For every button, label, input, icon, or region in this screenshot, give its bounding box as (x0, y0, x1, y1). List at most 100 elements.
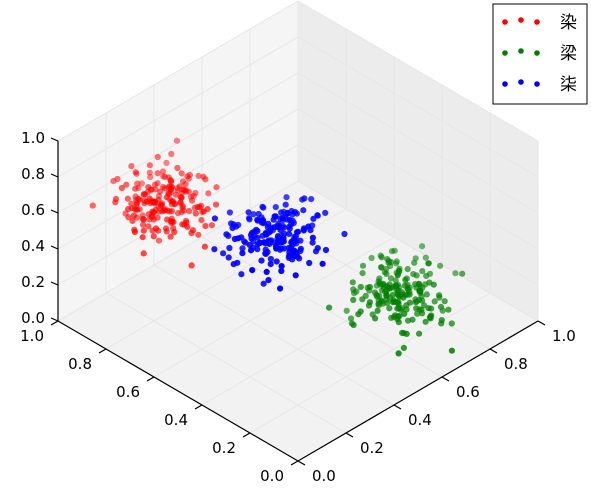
data-point-2 (261, 239, 268, 246)
data-point-1 (419, 243, 426, 250)
data-point-1 (436, 292, 443, 299)
data-point-2 (267, 255, 274, 263)
data-point-2 (239, 245, 246, 252)
data-point-2 (341, 230, 348, 238)
data-point-0 (154, 214, 161, 221)
data-point-0 (178, 170, 185, 177)
data-point-1 (383, 270, 390, 277)
data-point-0 (201, 243, 208, 250)
data-point-1 (350, 296, 357, 303)
data-point-0 (202, 222, 209, 230)
data-points (89, 137, 466, 357)
data-point-1 (389, 291, 396, 298)
data-point-1 (422, 318, 429, 325)
grid-line (201, 236, 443, 378)
data-point-1 (404, 266, 411, 273)
z-tick (50, 173, 59, 178)
z-tick-label: 0.0 (21, 309, 45, 327)
data-point-0 (162, 206, 169, 213)
data-point-1 (392, 277, 399, 284)
grid-line (249, 292, 491, 434)
data-point-0 (179, 221, 186, 228)
data-point-1 (425, 305, 432, 312)
data-point-0 (189, 197, 196, 204)
data-point-0 (174, 164, 181, 172)
data-point-0 (168, 150, 175, 158)
data-point-1 (445, 306, 452, 313)
data-point-0 (163, 228, 170, 235)
data-point-2 (293, 253, 300, 260)
legend-marker-0c (534, 19, 540, 25)
y-tick-label: 0.2 (212, 439, 236, 457)
data-point-1 (386, 305, 393, 312)
data-point-1 (393, 260, 400, 267)
data-point-1 (395, 304, 402, 312)
data-point-0 (165, 174, 172, 181)
back-right-pane (298, 1, 538, 321)
data-point-0 (114, 175, 121, 183)
z-tick (50, 281, 59, 286)
data-point-2 (248, 235, 255, 242)
grid-line (57, 180, 299, 322)
data-point-0 (112, 195, 120, 203)
legend-box (492, 3, 588, 105)
data-point-2 (270, 216, 277, 223)
data-point-2 (225, 254, 232, 261)
x-tick-label: 1.0 (552, 327, 576, 345)
data-point-2 (277, 227, 284, 234)
data-point-0 (168, 208, 175, 215)
data-point-2 (278, 267, 285, 275)
data-point-2 (278, 263, 285, 270)
data-point-2 (211, 215, 218, 222)
data-point-2 (281, 245, 288, 252)
x-tick-label: 0.4 (408, 411, 432, 429)
data-point-1 (431, 298, 438, 305)
data-point-0 (179, 203, 186, 210)
data-point-1 (392, 312, 399, 319)
data-point-0 (184, 223, 191, 230)
data-point-1 (406, 299, 414, 306)
data-point-0 (138, 180, 145, 187)
data-point-1 (448, 347, 455, 354)
data-point-1 (415, 280, 422, 288)
z-tick-label: 1.0 (21, 129, 45, 147)
data-point-1 (430, 281, 437, 288)
grid-line (57, 36, 299, 178)
data-point-1 (392, 282, 399, 289)
data-point-0 (140, 221, 147, 228)
data-point-1 (414, 310, 421, 317)
data-point-1 (379, 281, 386, 288)
legend-label-0: 染 (560, 13, 577, 33)
data-point-2 (280, 234, 287, 241)
data-point-2 (220, 250, 227, 257)
data-point-2 (226, 244, 233, 252)
data-point-0 (125, 214, 132, 221)
y-tick-label: 0.4 (164, 411, 188, 429)
data-point-2 (247, 247, 255, 254)
data-point-2 (300, 227, 307, 234)
data-point-2 (274, 238, 281, 245)
legend: 染 梁 柒 (492, 3, 588, 105)
data-point-1 (403, 330, 410, 337)
legend-marker-2a (502, 81, 508, 87)
data-point-2 (266, 238, 274, 245)
data-point-2 (254, 227, 261, 235)
data-point-1 (416, 330, 423, 337)
legend-marker-1a (502, 50, 508, 56)
data-point-0 (195, 172, 202, 179)
data-point-0 (159, 168, 167, 175)
data-point-0 (132, 169, 139, 176)
data-point-0 (154, 153, 161, 161)
data-point-2 (306, 259, 313, 267)
x-axis-line (297, 320, 539, 462)
data-point-0 (140, 227, 147, 234)
data-point-0 (167, 233, 174, 240)
data-point-1 (378, 298, 385, 305)
data-point-2 (314, 245, 321, 252)
data-point-2 (267, 261, 274, 268)
data-point-2 (286, 223, 293, 230)
data-point-0 (134, 180, 141, 187)
y-tick (146, 376, 155, 382)
data-point-2 (265, 277, 272, 284)
